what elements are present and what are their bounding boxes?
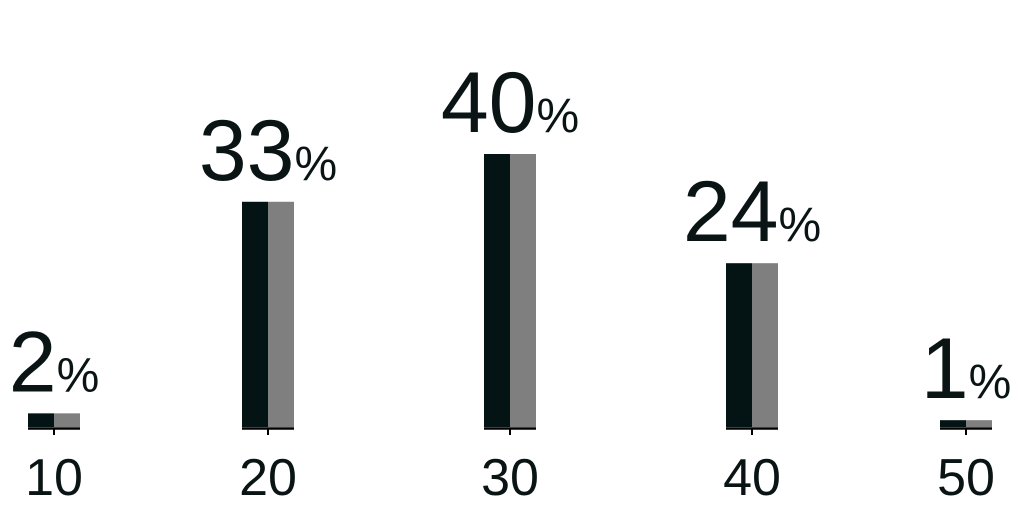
value-label-40: 24% (683, 164, 821, 260)
category-label-40: 40 (723, 449, 781, 507)
bar-right-50 (966, 420, 992, 427)
bar-right-10 (54, 413, 80, 427)
bar-left-50 (940, 420, 966, 427)
bar-left-40 (726, 263, 752, 427)
value-label-30: 40% (441, 55, 579, 151)
bar-left-20 (242, 201, 268, 427)
category-label-30: 30 (481, 449, 539, 507)
bar-right-20 (268, 201, 294, 427)
value-label-50: 1% (921, 321, 1012, 417)
value-label-20: 33% (199, 103, 337, 199)
bar-right-30 (510, 154, 536, 427)
category-label-50: 50 (937, 449, 995, 507)
category-label-10: 10 (25, 449, 83, 507)
bar-left-10 (28, 413, 54, 427)
bar-right-40 (752, 263, 778, 427)
bar-left-30 (484, 154, 510, 427)
value-label-10: 2% (9, 314, 100, 410)
category-label-20: 20 (239, 449, 297, 507)
